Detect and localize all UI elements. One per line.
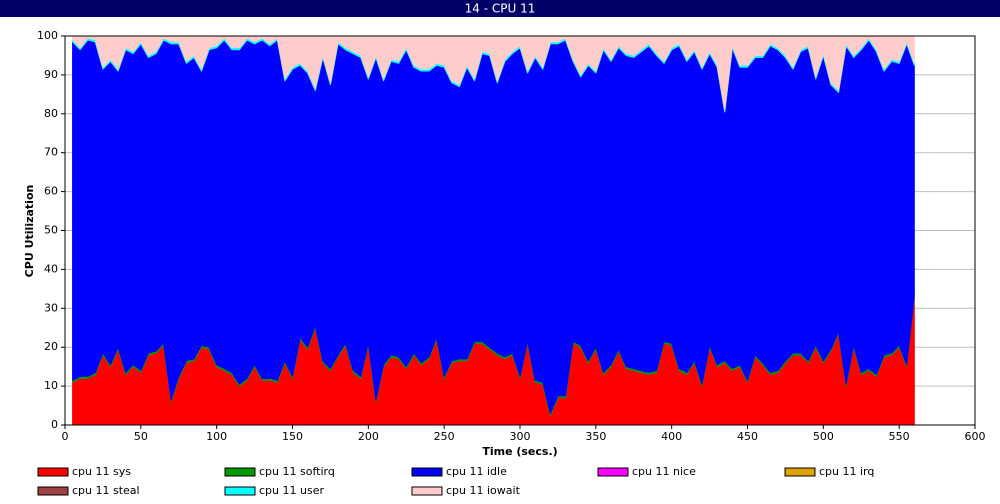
x-tick-label: 250 xyxy=(434,430,455,443)
x-tick-label: 350 xyxy=(585,430,606,443)
y-tick-label: 60 xyxy=(44,185,58,198)
x-tick-label: 100 xyxy=(206,430,227,443)
y-tick-label: 40 xyxy=(44,262,58,275)
legend-label: cpu 11 sys xyxy=(72,465,131,478)
y-axis-label: CPU Utilization xyxy=(23,185,36,278)
legend-label: cpu 11 irq xyxy=(819,465,874,478)
plot-area xyxy=(65,35,975,426)
x-tick-label: 150 xyxy=(282,430,303,443)
x-axis-label: Time (secs.) xyxy=(482,445,557,458)
legend-label: cpu 11 steal xyxy=(72,484,140,497)
y-tick-label: 70 xyxy=(44,146,58,159)
x-tick-label: 0 xyxy=(62,430,69,443)
legend-label: cpu 11 softirq xyxy=(259,465,335,478)
x-tick-label: 450 xyxy=(737,430,758,443)
legend-swatch xyxy=(37,467,69,477)
x-tick-label: 550 xyxy=(889,430,910,443)
y-tick-label: 30 xyxy=(44,301,58,314)
x-tick-label: 200 xyxy=(358,430,379,443)
chart-title: 14 - CPU 11 xyxy=(465,2,536,16)
x-tick-label: 400 xyxy=(661,430,682,443)
y-tick-label: 20 xyxy=(44,340,58,353)
legend-label: cpu 11 iowait xyxy=(446,484,521,497)
legend-swatch xyxy=(597,467,629,477)
y-tick-label: 80 xyxy=(44,107,58,120)
y-tick-label: 90 xyxy=(44,68,58,81)
y-tick-label: 100 xyxy=(37,29,58,42)
y-tick-label: 10 xyxy=(44,379,58,392)
x-tick-label: 600 xyxy=(965,430,986,443)
legend-label: cpu 11 nice xyxy=(632,465,696,478)
legend-swatch xyxy=(224,486,256,496)
y-tick-label: 0 xyxy=(51,418,58,431)
legend-swatch xyxy=(411,467,443,477)
x-tick-label: 50 xyxy=(134,430,148,443)
legend-label: cpu 11 idle xyxy=(446,465,507,478)
plot-border xyxy=(64,35,976,426)
legend-label: cpu 11 user xyxy=(259,484,324,497)
legend-swatch xyxy=(224,467,256,477)
legend-swatch xyxy=(411,486,443,496)
y-tick-label: 50 xyxy=(44,224,58,237)
title-bar xyxy=(0,0,1000,17)
legend-swatch xyxy=(37,486,69,496)
x-tick-label: 300 xyxy=(510,430,531,443)
legend-swatch xyxy=(784,467,816,477)
x-tick-label: 500 xyxy=(813,430,834,443)
